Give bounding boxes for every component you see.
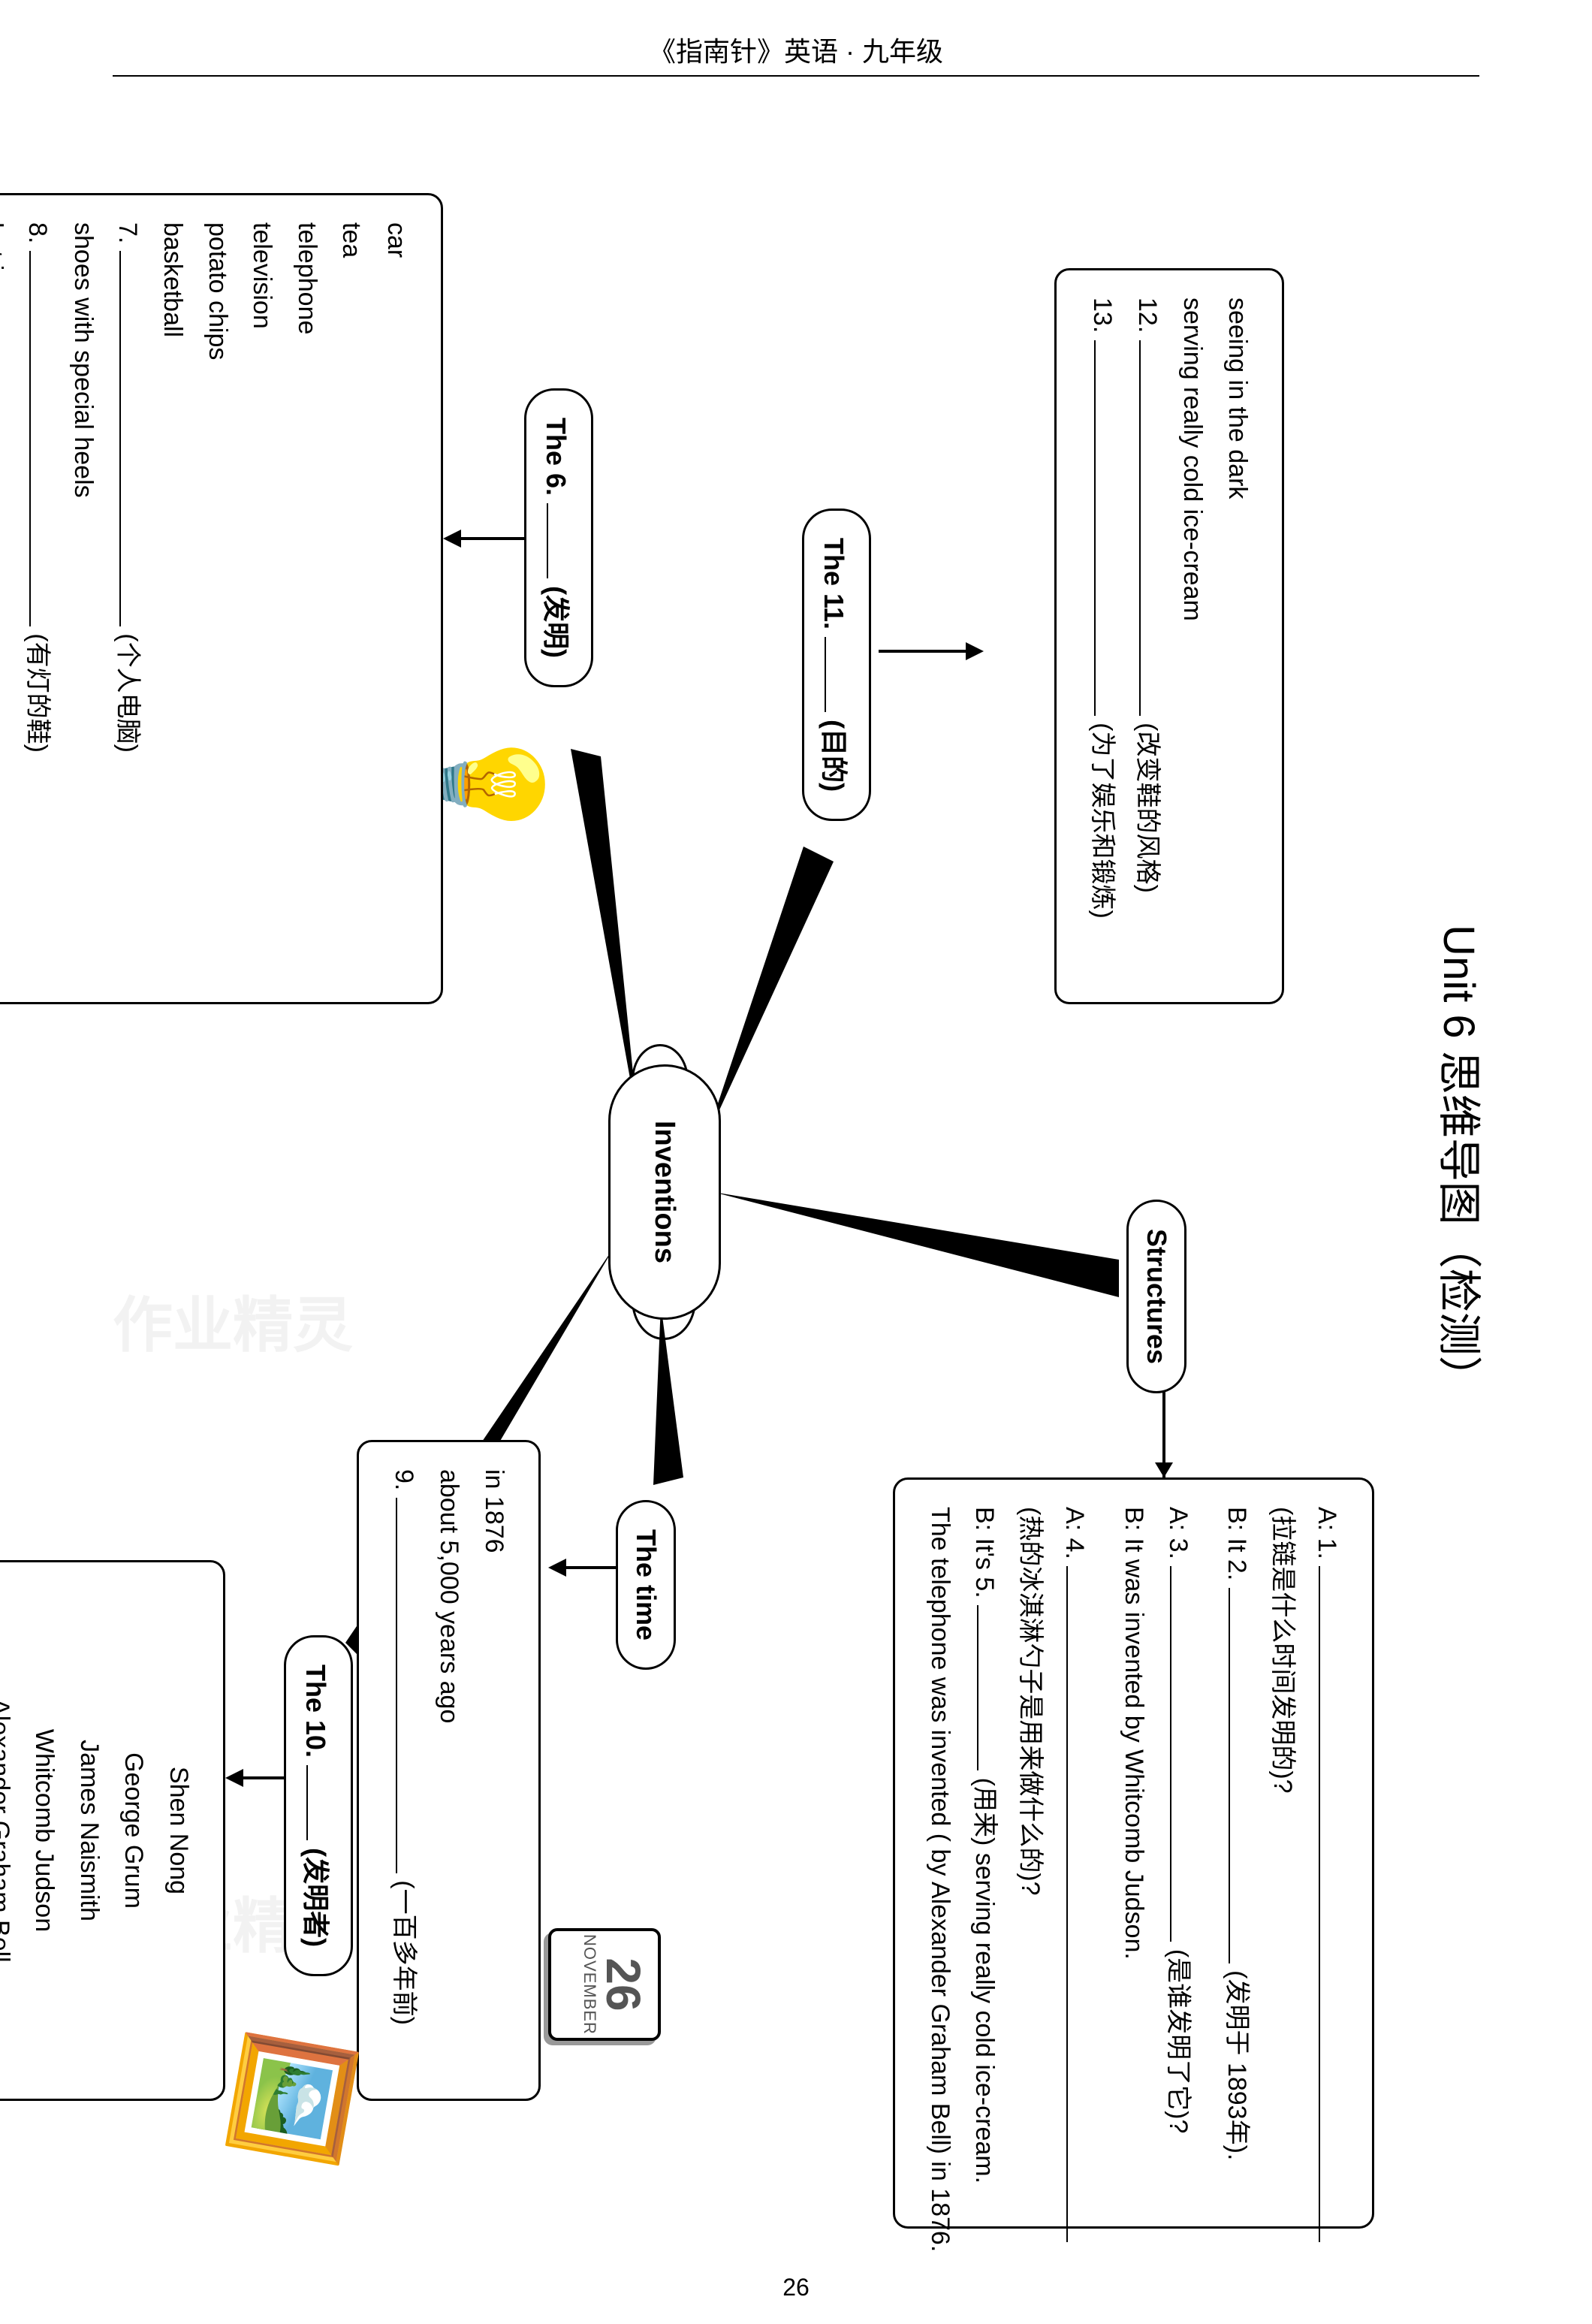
q1-num: A: 1. xyxy=(1313,1507,1341,1559)
inv-heels: shoes with special heels xyxy=(60,222,105,975)
q3-num: A: 4. xyxy=(1060,1507,1089,1559)
center-label: Inventions xyxy=(649,1121,681,1263)
lightbulb-icon: 💡 xyxy=(425,719,548,850)
blank-9[interactable] xyxy=(396,1498,427,1873)
blank-6[interactable] xyxy=(547,503,579,578)
page-header: 《指南针》英语 · 九年级 xyxy=(649,30,943,69)
p11-hint: (目的) xyxy=(819,720,849,792)
blank-8[interactable] xyxy=(29,251,60,626)
structures-label: Structures xyxy=(1141,1229,1172,1364)
mindmap-canvas: Unit 6 思维导图（检测） Inventions Structures xyxy=(83,73,1509,2251)
structures-box: A: 1. (拉链是什么时间发明的)? B: It 2. (发明于 1893年)… xyxy=(893,1477,1374,2229)
p13-num: 13. xyxy=(1088,297,1117,333)
purpose-2: serving really cold ice-cream xyxy=(1170,297,1215,975)
structures-pill: Structures xyxy=(1126,1200,1186,1393)
inventors-box: Shen Nong George Grum James Naismith Whi… xyxy=(0,1560,225,2101)
a3-num: B: It's 5. xyxy=(971,1507,1000,1598)
p12-num: 12. xyxy=(1133,297,1162,333)
blank-12[interactable] xyxy=(1139,340,1170,716)
time-1876: in 1876 xyxy=(472,1469,517,2072)
blank-13[interactable] xyxy=(1094,340,1125,716)
p7-hint: (个人电脑) xyxy=(113,633,142,753)
inventor-5: Alexander Graham Bell xyxy=(0,1589,22,2072)
p8-num: 8. xyxy=(23,222,52,243)
inv-scoop: hot ice-cream scoop xyxy=(0,222,15,975)
inv-chips: potato chips xyxy=(195,222,240,975)
unit-title: Unit 6 思维导图（检测） xyxy=(1431,925,1494,1399)
p13-hint: (为了娱乐和锻炼) xyxy=(1088,723,1117,919)
blank-3[interactable] xyxy=(1170,1566,1201,1942)
inventor-1: Shen Nong xyxy=(156,1589,201,2072)
inventor-2: George Grum xyxy=(111,1589,156,2072)
p8-hint: (有灯的鞋) xyxy=(23,633,52,753)
inventions-pill: The 6. (发明) xyxy=(524,388,593,687)
p12-hint: (改变鞋的风格) xyxy=(1133,723,1162,893)
p10-prefix: The 10. xyxy=(300,1665,331,1758)
inventor-3: James Naismith xyxy=(67,1589,112,2072)
time-box: in 1876 about 5,000 years ago 9. (一百多年前) xyxy=(357,1440,541,2101)
inv-tea: tea xyxy=(329,222,374,975)
p9-hint: (一百多年前) xyxy=(390,1880,418,2025)
blank-10[interactable] xyxy=(306,1765,339,1840)
a3-hint: (用来) serving really cold ice-cream. xyxy=(971,1778,1000,2184)
page-number: 26 xyxy=(782,2274,810,2301)
picture-icon: 🖼️ xyxy=(219,2024,363,2174)
center-cloud: Inventions xyxy=(608,1064,721,1320)
p10-hint: (发明者) xyxy=(300,1848,331,1947)
calendar-icon: 26 NOVEMBER xyxy=(548,1928,661,2041)
p7-num: 7. xyxy=(113,222,142,243)
blank-4[interactable] xyxy=(1066,1566,1097,2242)
a3-line2: The telephone was invented ( by Alexande… xyxy=(918,1507,963,2199)
a1-hint: (发明于 1893年). xyxy=(1223,1970,1251,2160)
calendar-day: 26 xyxy=(599,1931,647,2038)
purpose-1: seeing in the dark xyxy=(1215,297,1260,975)
p6-hint: (发明) xyxy=(541,586,571,658)
inventions-box: car tea telephone television potato chip… xyxy=(0,193,443,1004)
q3-hint: (热的冰淇淋勺子是用来做什么的)? xyxy=(1007,1507,1052,2199)
blank-2[interactable] xyxy=(1229,1588,1259,1963)
inv-telephone: telephone xyxy=(285,222,330,975)
blank-11[interactable] xyxy=(825,637,857,712)
calendar-month: NOVEMBER xyxy=(580,1931,599,2038)
blank-7[interactable] xyxy=(119,251,150,626)
inventors-pill: The 10. (发明者) xyxy=(284,1635,353,1976)
q2-num: A: 3. xyxy=(1164,1507,1192,1559)
time-5000: about 5,000 years ago xyxy=(427,1469,472,2072)
p6-prefix: The 6. xyxy=(541,418,571,496)
inv-television: television xyxy=(240,222,285,975)
p11-prefix: The 11. xyxy=(819,538,849,629)
time-label: The time xyxy=(631,1529,662,1640)
blank-1[interactable] xyxy=(1319,1566,1349,2242)
time-pill: The time xyxy=(616,1500,676,1670)
p9-num: 9. xyxy=(390,1469,418,1490)
purposes-pill: The 11. (目的) xyxy=(802,509,871,821)
a2: B: It was invented by Whitcomb Judson. xyxy=(1111,1507,1156,2199)
blank-5[interactable] xyxy=(977,1605,1008,1770)
purposes-box: seeing in the dark serving really cold i… xyxy=(1054,268,1284,1004)
a1-num: B: It 2. xyxy=(1223,1507,1251,1580)
inv-car: car xyxy=(374,222,419,975)
q2-hint: (是谁发明了它)? xyxy=(1164,1949,1192,2134)
inventor-4: Whitcomb Judson xyxy=(22,1589,67,2072)
inv-basketball: basketball xyxy=(150,222,195,975)
q1-hint: (拉链是什么时间发明的)? xyxy=(1259,1507,1304,2199)
